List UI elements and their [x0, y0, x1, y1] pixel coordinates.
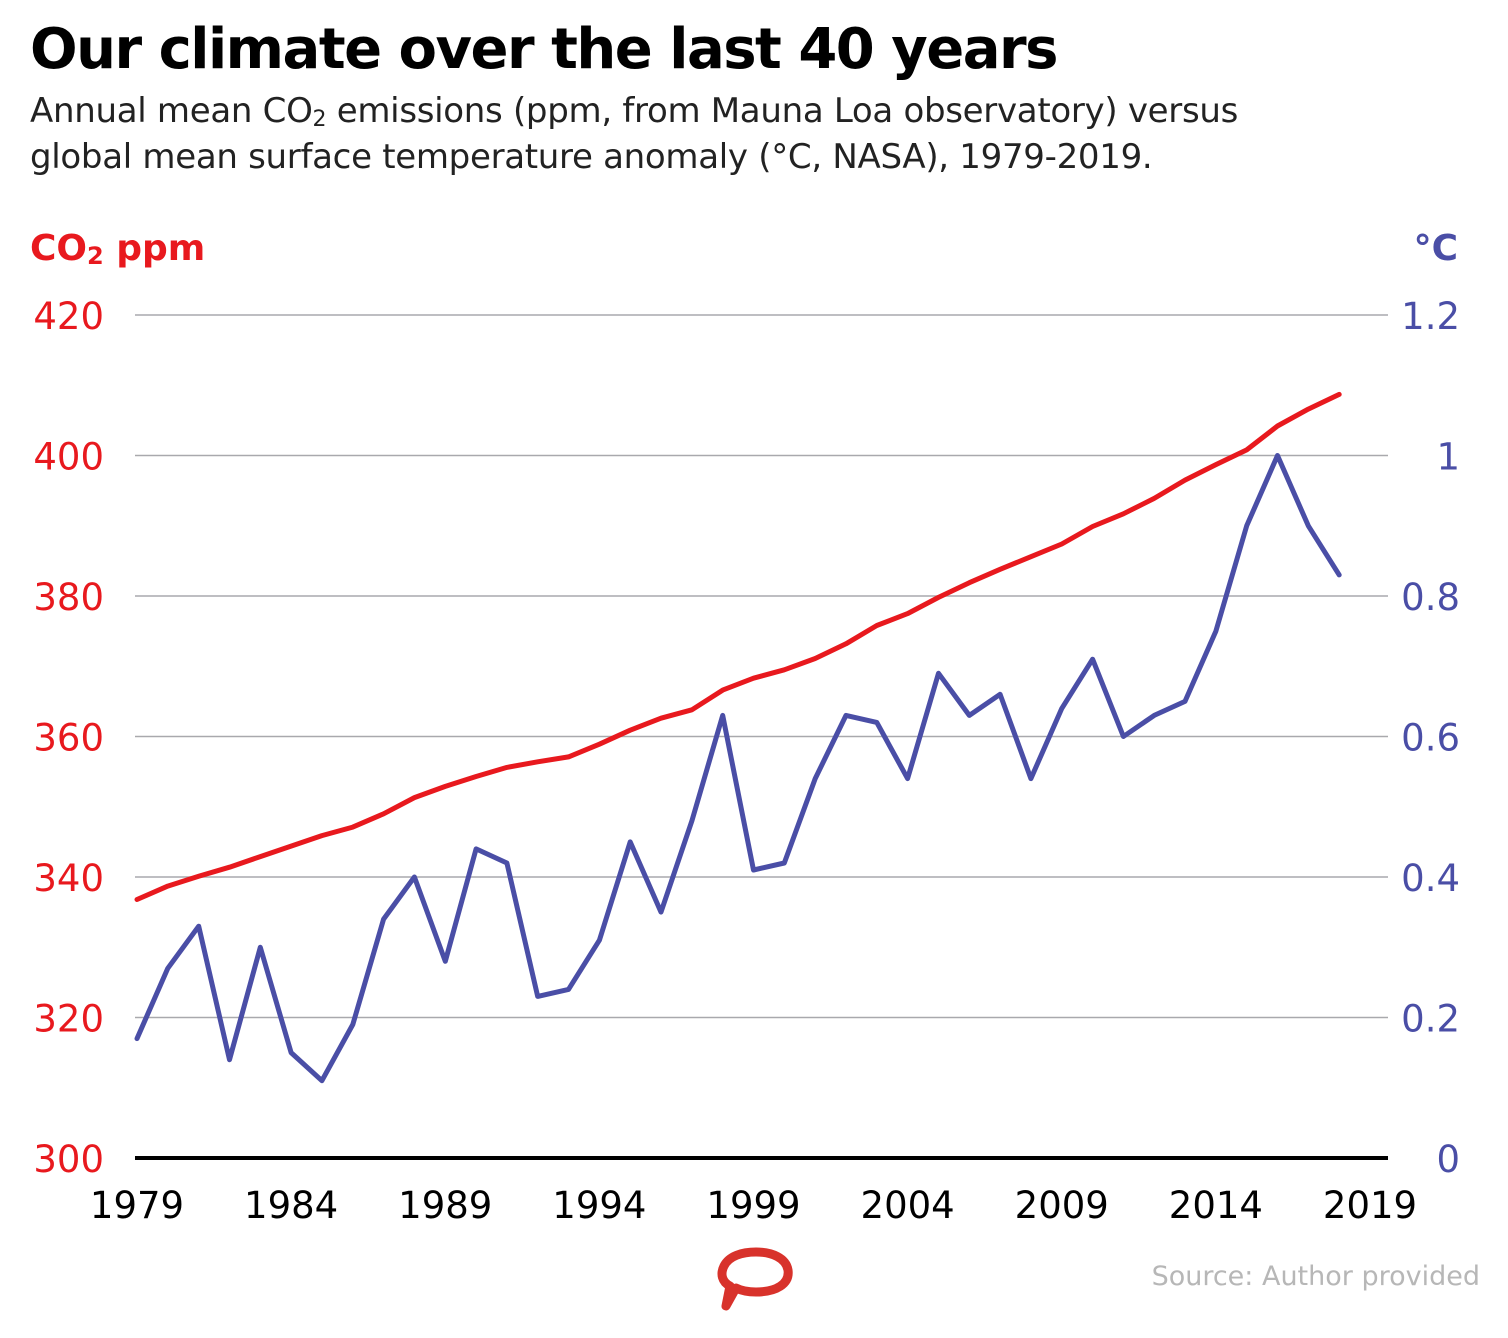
source-note: Source: Author provided	[1151, 1261, 1480, 1292]
x-tick-label: 2019	[1323, 1184, 1417, 1227]
x-tick-label: 1994	[552, 1184, 646, 1227]
right-tick-label: 0	[1436, 1138, 1460, 1181]
left-tick-label: 380	[33, 576, 104, 619]
x-tick-label: 1984	[244, 1184, 338, 1227]
chart-series	[134, 391, 1342, 1084]
left-tick-label: 340	[33, 857, 104, 900]
right-tick-label: 0.2	[1401, 998, 1460, 1041]
x-tick-label: 2009	[1015, 1184, 1109, 1227]
right-tick-label: 0.4	[1401, 857, 1460, 900]
left-tick-label: 420	[33, 295, 104, 338]
x-tick-label: 1979	[90, 1184, 184, 1227]
left-axis-title-unit: ppm	[103, 228, 206, 269]
grid-lines	[135, 314, 1388, 1160]
right-axis-title: °C	[1413, 228, 1458, 269]
left-tick-label: 360	[33, 717, 104, 760]
chart-title: Our climate over the last 40 years	[30, 17, 1058, 82]
axis-tick-labels: 300 320 340 360 380 400 420 0 0.2 0.4 0.6 0.8 1 1.2 19…	[33, 295, 1460, 1227]
speech-bubble-icon	[717, 1247, 793, 1311]
temperature-series-line	[134, 453, 1342, 1084]
left-tick-label: 300	[33, 1138, 104, 1181]
x-tick-label: 2014	[1169, 1184, 1263, 1227]
right-tick-label: 1.2	[1401, 295, 1460, 338]
left-axis-title: CO2 ppm	[30, 228, 205, 269]
left-tick-label: 320	[33, 998, 104, 1041]
subtitle-line-2: global mean surface temperature anomaly …	[30, 137, 1153, 177]
right-tick-label: 0.8	[1401, 576, 1460, 619]
subtitle-line-1-end: emissions (ppm, from Mauna Loa observato…	[326, 91, 1239, 131]
right-tick-label: 0.6	[1401, 717, 1460, 760]
subtitle-line-1: Annual mean CO2 emissions (ppm, from Mau…	[30, 88, 1490, 134]
x-tick-label: 2004	[861, 1184, 955, 1227]
right-tick-label: 1	[1436, 436, 1460, 479]
x-tick-label: 1989	[398, 1184, 492, 1227]
x-tick-label: 1999	[706, 1184, 800, 1227]
left-axis-title-main: CO	[30, 228, 88, 269]
left-axis-title-subscript: 2	[87, 242, 104, 270]
subtitle-line-1-start: Annual mean CO	[30, 91, 313, 131]
left-tick-label: 400	[33, 436, 104, 479]
chart-subtitle: Annual mean CO2 emissions (ppm, from Mau…	[30, 88, 1490, 180]
subtitle-subscript: 2	[312, 107, 327, 132]
co2-series-line	[134, 391, 1342, 902]
